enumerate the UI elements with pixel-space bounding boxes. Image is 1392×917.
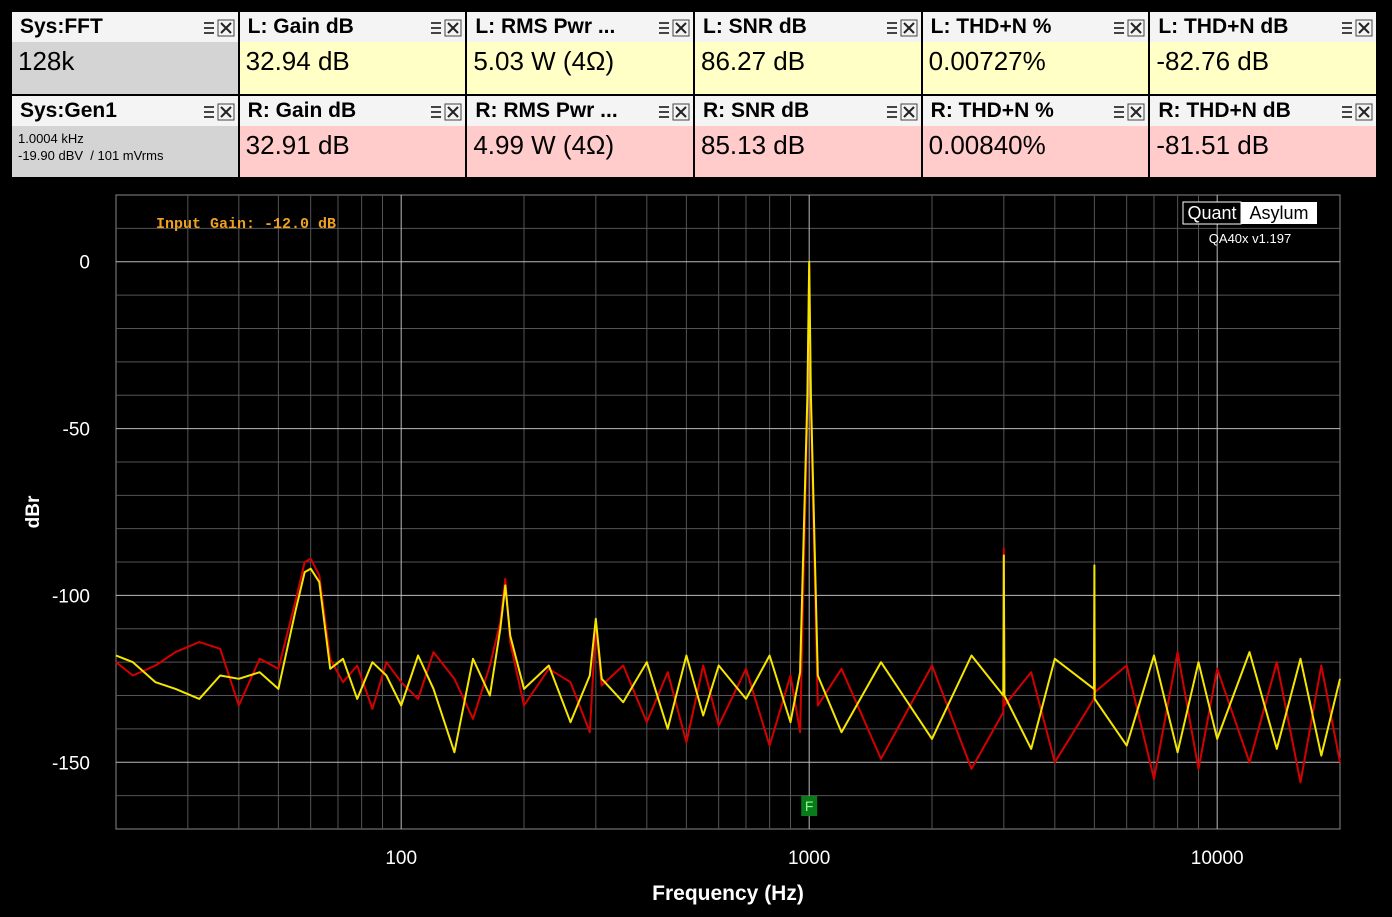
panel-icons[interactable] bbox=[429, 103, 463, 121]
panel-value: 1.0004 kHz -19.90 dBV / 101 mVrms bbox=[12, 125, 238, 177]
meter-panels: Sys:FFT 128k L: Gain dB 32.94 dB L: RMS Pwr … bbox=[12, 12, 1376, 177]
panel-icons[interactable] bbox=[657, 103, 691, 121]
meter-panel: R: THD+N dB -81.51 dB bbox=[1150, 95, 1376, 177]
meter-panel: Sys:Gen1 1.0004 kHz -19.90 dBV / 101 mVrms bbox=[12, 95, 238, 177]
panel-header: L: Gain dB bbox=[239, 12, 466, 42]
panel-value-line: -82.76 dB bbox=[1156, 46, 1270, 76]
panel-value: 0.00727% bbox=[922, 42, 1149, 94]
panel-header: R: Gain dB bbox=[239, 95, 466, 126]
annotation: Input Gain: -12.0 dB bbox=[156, 216, 336, 233]
meter-panel: R: RMS Pwr ... 4.99 W (4Ω) bbox=[467, 95, 693, 177]
panel-header: L: SNR dB bbox=[695, 12, 921, 42]
meter-panel: L: RMS Pwr ... 5.03 W (4Ω) bbox=[467, 12, 693, 94]
panel-icons[interactable] bbox=[885, 19, 919, 37]
panel-value: 5.03 W (4Ω) bbox=[467, 42, 693, 94]
meter-panel: R: THD+N % 0.00840% bbox=[922, 95, 1149, 177]
meter-panel: R: Gain dB 32.91 dB bbox=[239, 95, 466, 177]
panel-title: R: THD+N % bbox=[930, 98, 1054, 122]
panel-title: Sys:FFT bbox=[20, 15, 103, 38]
panel-value-line: 1.0004 kHz bbox=[18, 130, 84, 146]
y-tick-label: -100 bbox=[52, 586, 90, 607]
x-tick-label: 1000 bbox=[788, 848, 830, 869]
logo-box bbox=[1241, 202, 1317, 224]
y-axis-label: dBr bbox=[23, 495, 44, 528]
x-tick-label: 10000 bbox=[1191, 848, 1244, 869]
plot-area bbox=[115, 194, 1341, 830]
panel-title: L: RMS Pwr ... bbox=[475, 15, 616, 38]
panel-value-line: 128k bbox=[18, 46, 75, 76]
panel-icons[interactable] bbox=[202, 103, 236, 121]
panel-title: L: SNR dB bbox=[703, 15, 807, 38]
panel-title: R: Gain dB bbox=[247, 98, 357, 122]
marker-label: F bbox=[805, 798, 814, 814]
panel-value: 32.94 dB bbox=[239, 42, 466, 94]
panel-icons[interactable] bbox=[1340, 19, 1374, 37]
panel-value-line: 0.00727% bbox=[928, 46, 1046, 76]
meter-panel: L: Gain dB 32.94 dB bbox=[239, 12, 466, 94]
panel-icons[interactable] bbox=[1340, 103, 1374, 121]
panel-value-line: 32.91 dB bbox=[245, 129, 350, 160]
panel-value: 32.91 dB bbox=[239, 125, 466, 177]
panel-value: 128k bbox=[12, 42, 238, 94]
panel-value-line: 4.99 W (4Ω) bbox=[473, 129, 615, 160]
meter-panel: Sys:FFT 128k bbox=[12, 12, 238, 94]
panel-value: -81.51 dB bbox=[1150, 125, 1376, 177]
y-tick-label: -50 bbox=[63, 420, 90, 441]
panel-title: L: THD+N % bbox=[930, 15, 1052, 38]
panel-header: Sys:FFT bbox=[12, 12, 238, 42]
meter-panel: L: THD+N % 0.00727% bbox=[922, 12, 1149, 94]
meter-panel: L: THD+N dB -82.76 dB bbox=[1150, 12, 1376, 94]
panel-value-line: -81.51 dB bbox=[1156, 129, 1270, 160]
panel-title: R: THD+N dB bbox=[1158, 98, 1291, 122]
panel-icons[interactable] bbox=[202, 19, 236, 37]
panel-header: L: THD+N % bbox=[922, 12, 1149, 42]
panel-icons[interactable] bbox=[429, 19, 463, 37]
series-line bbox=[115, 260, 1341, 757]
meter-panel: R: SNR dB 85.13 dB bbox=[695, 95, 921, 177]
panel-value-line: 32.94 dB bbox=[245, 46, 350, 76]
panel-value: -82.76 dB bbox=[1150, 42, 1376, 94]
panel-value-line: -19.90 dBV / 101 mVrms bbox=[18, 147, 164, 163]
panel-value-line: 5.03 W (4Ω) bbox=[473, 46, 615, 76]
meter-panel: L: SNR dB 86.27 dB bbox=[695, 12, 921, 94]
panel-value-line: 86.27 dB bbox=[701, 46, 806, 76]
panel-header: L: RMS Pwr ... bbox=[467, 12, 693, 42]
panel-icons[interactable] bbox=[885, 103, 919, 121]
panel-icons[interactable] bbox=[1112, 103, 1146, 121]
panel-header: L: THD+N dB bbox=[1150, 12, 1376, 42]
x-axis-label: Frequency (Hz) bbox=[652, 882, 804, 905]
panel-title: Sys:Gen1 bbox=[20, 98, 117, 122]
panel-title: L: THD+N dB bbox=[1158, 15, 1289, 38]
panel-value-line: 85.13 dB bbox=[701, 129, 806, 160]
panel-header: Sys:Gen1 bbox=[12, 95, 238, 126]
panel-title: R: RMS Pwr ... bbox=[475, 98, 618, 122]
panel-icons[interactable] bbox=[1112, 19, 1146, 37]
panel-header: R: THD+N dB bbox=[1150, 95, 1376, 126]
logo-version: QA40x v1.197 bbox=[1209, 231, 1291, 246]
x-tick-label: 100 bbox=[385, 848, 417, 869]
logo-right: Asylum bbox=[1249, 203, 1308, 223]
logo-left: Quant bbox=[1187, 203, 1236, 223]
panel-title: L: Gain dB bbox=[247, 15, 354, 38]
panel-value: 0.00840% bbox=[922, 125, 1149, 177]
panel-value-line: 0.00840% bbox=[928, 129, 1046, 160]
panel-header: R: RMS Pwr ... bbox=[467, 95, 693, 126]
panel-header: R: THD+N % bbox=[922, 95, 1149, 126]
marker-box bbox=[801, 796, 818, 816]
panel-value: 85.13 dB bbox=[695, 125, 921, 177]
panel-header: R: SNR dB bbox=[695, 95, 921, 126]
y-tick-label: -150 bbox=[52, 753, 90, 774]
y-tick-label: 0 bbox=[79, 253, 90, 274]
panel-title: R: SNR dB bbox=[703, 98, 810, 122]
panel-value: 4.99 W (4Ω) bbox=[467, 125, 693, 177]
panel-value: 86.27 dB bbox=[695, 42, 921, 94]
panel-icons[interactable] bbox=[657, 19, 691, 37]
